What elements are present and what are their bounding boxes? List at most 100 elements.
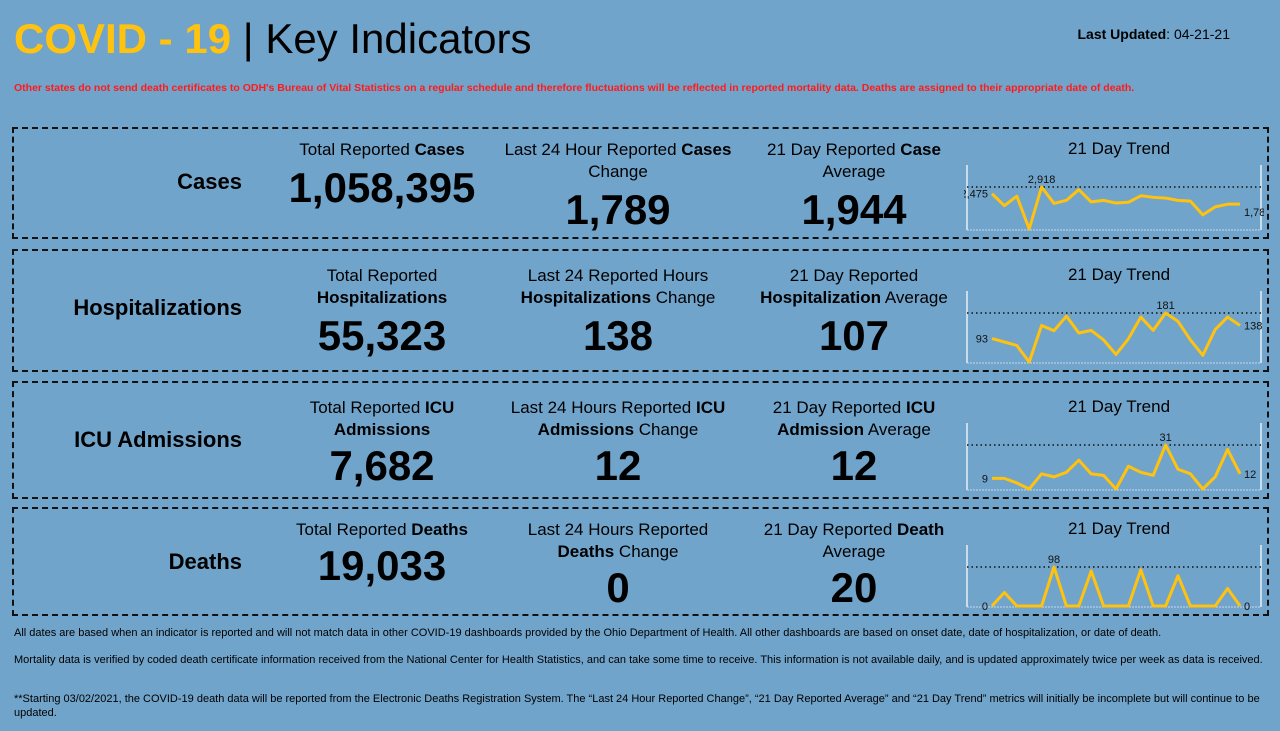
last-updated-value: : 04-21-21 [1166,26,1230,42]
max-value-label: 98 [1048,554,1060,566]
metric-change: Last 24 Hour Reported Cases Change 1,789 [498,139,738,233]
heading-text: Last 24 Hour Reported [504,140,682,159]
metric-value: 138 [582,312,654,359]
panel-cases: Cases Total Reported Cases 1,058,395 Las… [12,127,1269,239]
heading-text: Last 24 Hours Reported [510,398,696,417]
trend-title: 21 Day Trend [1067,397,1171,416]
metric-heading: Total Reported Hospitalizations [262,265,502,309]
metric-heading: Last 24 Hours Reported Deaths Change [498,519,738,563]
metric-heading: Last 24 Hours Reported ICU Admissions Ch… [498,397,738,441]
metric-heading: Total Reported Cases [262,139,502,161]
heading-bold: Case [900,140,941,159]
metric-heading: Last 24 Hour Reported Cases Change [498,139,738,183]
trend-line [990,185,1240,231]
last-value-label: 12 [1244,469,1256,481]
metric-heading: 21 Day Reported ICU Admission Average [734,397,974,441]
panel-deaths: Deaths Total Reported Deaths 19,033 Last… [12,507,1269,616]
metric-total: Total Reported Hospitalizations 55,323 [262,265,502,359]
page-title: COVID - 19 | Key Indicators [14,14,531,64]
metric-value: 1,789 [565,186,671,233]
trend-chart: 21 Day Trend 9 31 12 [964,397,1264,493]
indicator-label: Deaths [168,549,242,574]
max-value-label: 2,918 [1028,174,1056,186]
mortality-notice: Other states do not send death certifica… [14,82,1135,94]
last-value-label: 0 [1244,601,1250,610]
heading-text: 21 Day Reported [763,520,897,539]
indicator-label: Cases [177,169,242,194]
metric-heading: Last 24 Reported Hours Hospitalizations … [498,265,738,309]
indicator-label: Hospitalizations [73,295,242,320]
metric-average: 21 Day Reported Death Average 20 [734,519,974,613]
panel-hospitalizations: Hospitalizations Total Reported Hospital… [12,249,1269,372]
heading-suffix: Change [614,542,679,561]
heading-text: Total Reported [309,398,425,417]
heading-bold: Cases [681,140,732,159]
trend-chart: 21 Day Trend 93 181 138 [964,265,1264,366]
first-value-label: 0 [982,601,988,610]
heading-bold: Hospitalization [760,288,882,307]
metric-value: 7,682 [329,442,435,489]
heading-suffix: Average [864,420,931,439]
last-value-label: 138 [1244,320,1262,332]
panel-icu-admissions: ICU Admissions Total Reported ICU Admiss… [12,381,1269,499]
last-value-label: 1,789 [1244,207,1264,219]
last-updated: Last Updated: 04-21-21 [1077,26,1230,42]
heading-text: 21 Day Reported [772,398,906,417]
metric-total: Total Reported Cases 1,058,395 [262,139,502,211]
metric-heading: Total Reported Deaths [262,519,502,541]
heading-text: 21 Day Reported [767,140,901,159]
metric-total: Total Reported ICU Admissions 7,682 [262,397,502,491]
metric-heading: 21 Day Reported Death Average [734,519,974,563]
heading-bold: Death [897,520,945,539]
last-updated-label: Last Updated [1077,26,1167,42]
indicator-label: ICU Admissions [74,427,242,452]
first-value-label: 93 [976,334,988,346]
metric-heading: 21 Day Reported Hospitalization Average [734,265,974,309]
metric-value: 12 [830,442,878,489]
metric-average: 21 Day Reported Case Average 1,944 [734,139,974,233]
trend-title: 21 Day Trend [1067,265,1171,284]
heading-text: Total Reported [299,140,415,159]
first-value-label: 2,475 [964,189,988,201]
metric-value: 55,323 [317,312,447,359]
title-main: Key Indicators [265,15,532,62]
metric-total: Total Reported Deaths 19,033 [262,519,502,591]
sparkline: 0 98 0 [966,545,1262,610]
trend-line [992,443,1242,491]
footnote-edrs: **Starting 03/02/2021, the COVID-19 deat… [14,693,1260,719]
heading-bold: Hospitalizations [520,288,652,307]
metric-value: 107 [818,312,890,359]
metric-heading: Total Reported ICU Admissions [262,397,502,441]
sparkline: 9 31 12 [966,423,1262,491]
metric-value: 12 [594,442,642,489]
trend-chart: 21 Day Trend 0 98 0 [964,519,1264,610]
trend-line [990,565,1242,608]
metric-value: 20 [830,564,878,611]
heading-text: Last 24 Hours Reported [527,520,709,539]
trend-title: 21 Day Trend [1067,139,1171,158]
trend-line [991,311,1241,364]
footnote-mortality: Mortality data is verified by coded deat… [14,654,1263,666]
metric-change: Last 24 Reported Hours Hospitalizations … [498,265,738,359]
max-value-label: 31 [1159,432,1171,444]
heading-bold: Hospitalizations [316,288,448,307]
first-value-label: 9 [982,473,988,485]
heading-bold: Deaths [411,520,468,539]
metric-value: 1,944 [801,186,907,233]
trend-title: 21 Day Trend [1067,519,1171,538]
heading-text: 21 Day Reported [789,266,919,285]
heading-bold: ICU Admissions [333,398,455,439]
max-value-label: 181 [1156,300,1174,312]
trend-chart: 21 Day Trend 2,475 2,918 1,789 [964,139,1264,233]
metric-heading: 21 Day Reported Case Average [734,139,974,183]
heading-suffix: Change [634,420,699,439]
sparkline: 2,475 2,918 1,789 [964,165,1264,231]
metric-value: 0 [606,564,630,611]
heading-bold: ICU Admission [777,398,936,439]
heading-suffix: Average [881,288,948,307]
heading-suffix: Average [822,162,886,181]
metric-value: 1,058,395 [288,164,476,211]
sparkline: 93 181 138 [966,291,1262,364]
heading-suffix: Average [822,542,886,561]
metric-change: Last 24 Hours Reported Deaths Change 0 [498,519,738,613]
